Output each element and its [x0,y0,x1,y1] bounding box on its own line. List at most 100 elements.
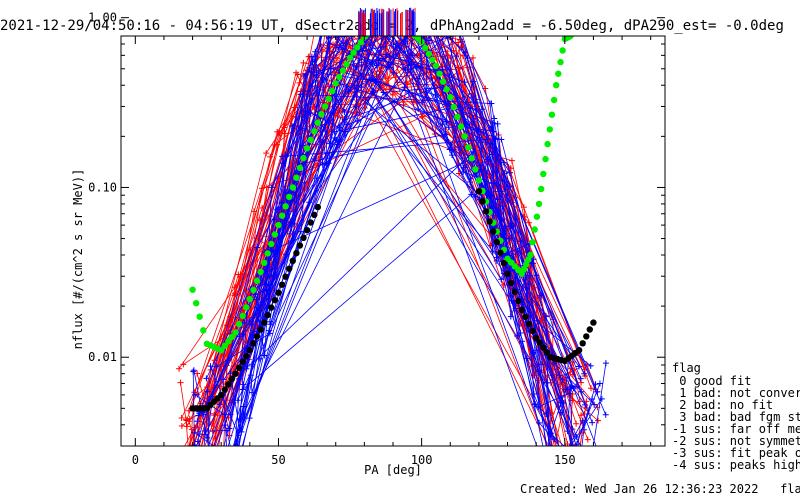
fit-point [540,344,547,351]
data-point-marker [271,272,278,279]
fit-point [232,329,239,336]
data-point-marker [200,411,207,418]
data-point-marker [455,39,462,46]
trace-line [246,36,578,438]
data-point-marker [266,327,273,334]
x-tick-label: 150 [554,453,576,467]
fit-point [457,123,465,130]
data-point-marker [591,401,598,408]
data-point-marker [474,128,481,135]
fit-point [527,251,534,259]
y-tick-label: 1.00 [88,11,117,25]
data-point-marker [370,89,377,96]
fit-point [257,326,264,333]
fit-point [200,327,207,334]
data-point-marker [573,383,580,390]
data-point-marker [445,124,452,131]
fit-point [314,119,321,126]
top-spikes [358,7,416,36]
data-point-marker [226,425,233,432]
data-point-marker [494,196,501,203]
data-point-marker [582,401,589,408]
fit-point [507,279,515,286]
fit-point [439,78,447,85]
data-point-marker [193,488,199,494]
data-point-marker [301,72,308,79]
data-point-marker [256,355,263,362]
fit-point [336,73,343,81]
data-point-marker [538,292,545,299]
fit-point [278,281,286,288]
trace-line [194,36,510,416]
data-point-marker [508,157,515,164]
data-point-marker [547,456,553,462]
data-point-marker [276,130,283,137]
data-point-marker [177,492,183,498]
fit-point [447,94,454,101]
trace-line [267,36,586,406]
data-point-marker [217,496,223,500]
data-point-marker [506,235,513,242]
data-point-marker [545,446,551,452]
data-point-marker [263,150,270,157]
data-point-marker [191,389,198,396]
data-point-marker [464,121,471,128]
data-point-marker [239,331,246,338]
fit-point [218,347,225,354]
data-point-marker [221,482,227,488]
data-point-marker [593,446,599,452]
fit-point [228,375,236,383]
data-point-marker [453,53,460,60]
data-point-marker [493,180,500,187]
data-point-marker [197,488,203,494]
fit-point [536,339,543,346]
data-point-marker [506,183,513,190]
trace-line [233,36,553,446]
data-point-marker [179,461,185,467]
data-point-marker [196,483,202,489]
data-point-marker [202,474,208,480]
fit-point [268,240,275,248]
fit-point [518,306,525,314]
fit-point [253,333,261,340]
fit-point [515,297,522,305]
data-point-marker [178,469,184,475]
fit-point [343,60,350,68]
fit-point [221,342,228,349]
data-point-marker [209,428,216,435]
fit-point [289,184,296,191]
data-point-marker [220,484,226,490]
data-point-marker [577,375,584,382]
fit-point [465,144,472,151]
fit-point [296,164,304,172]
data-point-marker [556,372,563,379]
fit-point [246,347,253,354]
fit-point [243,304,250,311]
data-point-marker [588,385,595,392]
fit-point [555,70,562,77]
data-point-marker [183,417,190,424]
fit-point [354,44,361,51]
data-point-marker [198,463,204,469]
fit-point [490,228,497,235]
fit-point [443,86,450,93]
data-point-marker [587,362,594,369]
data-point-marker [301,87,308,94]
legend-entry-1: 1 bad: not converge [672,386,800,400]
legend: flag 0 good fit 1 bad: not converge 2 ba… [672,361,800,472]
fit-point [479,198,486,205]
fit-point [332,80,339,87]
data-point-marker [547,475,553,481]
data-point-marker [524,355,531,362]
data-point-marker [240,403,247,410]
trace-line [191,36,535,446]
series-fit-alt [189,188,597,412]
fit-point [275,221,282,229]
fit-point [307,219,314,226]
data-point-marker [564,386,571,393]
data-point-marker [186,474,192,480]
data-point-marker [194,438,201,445]
data-point-marker [561,496,567,500]
fit-point [543,349,551,356]
data-point-marker [476,134,483,141]
